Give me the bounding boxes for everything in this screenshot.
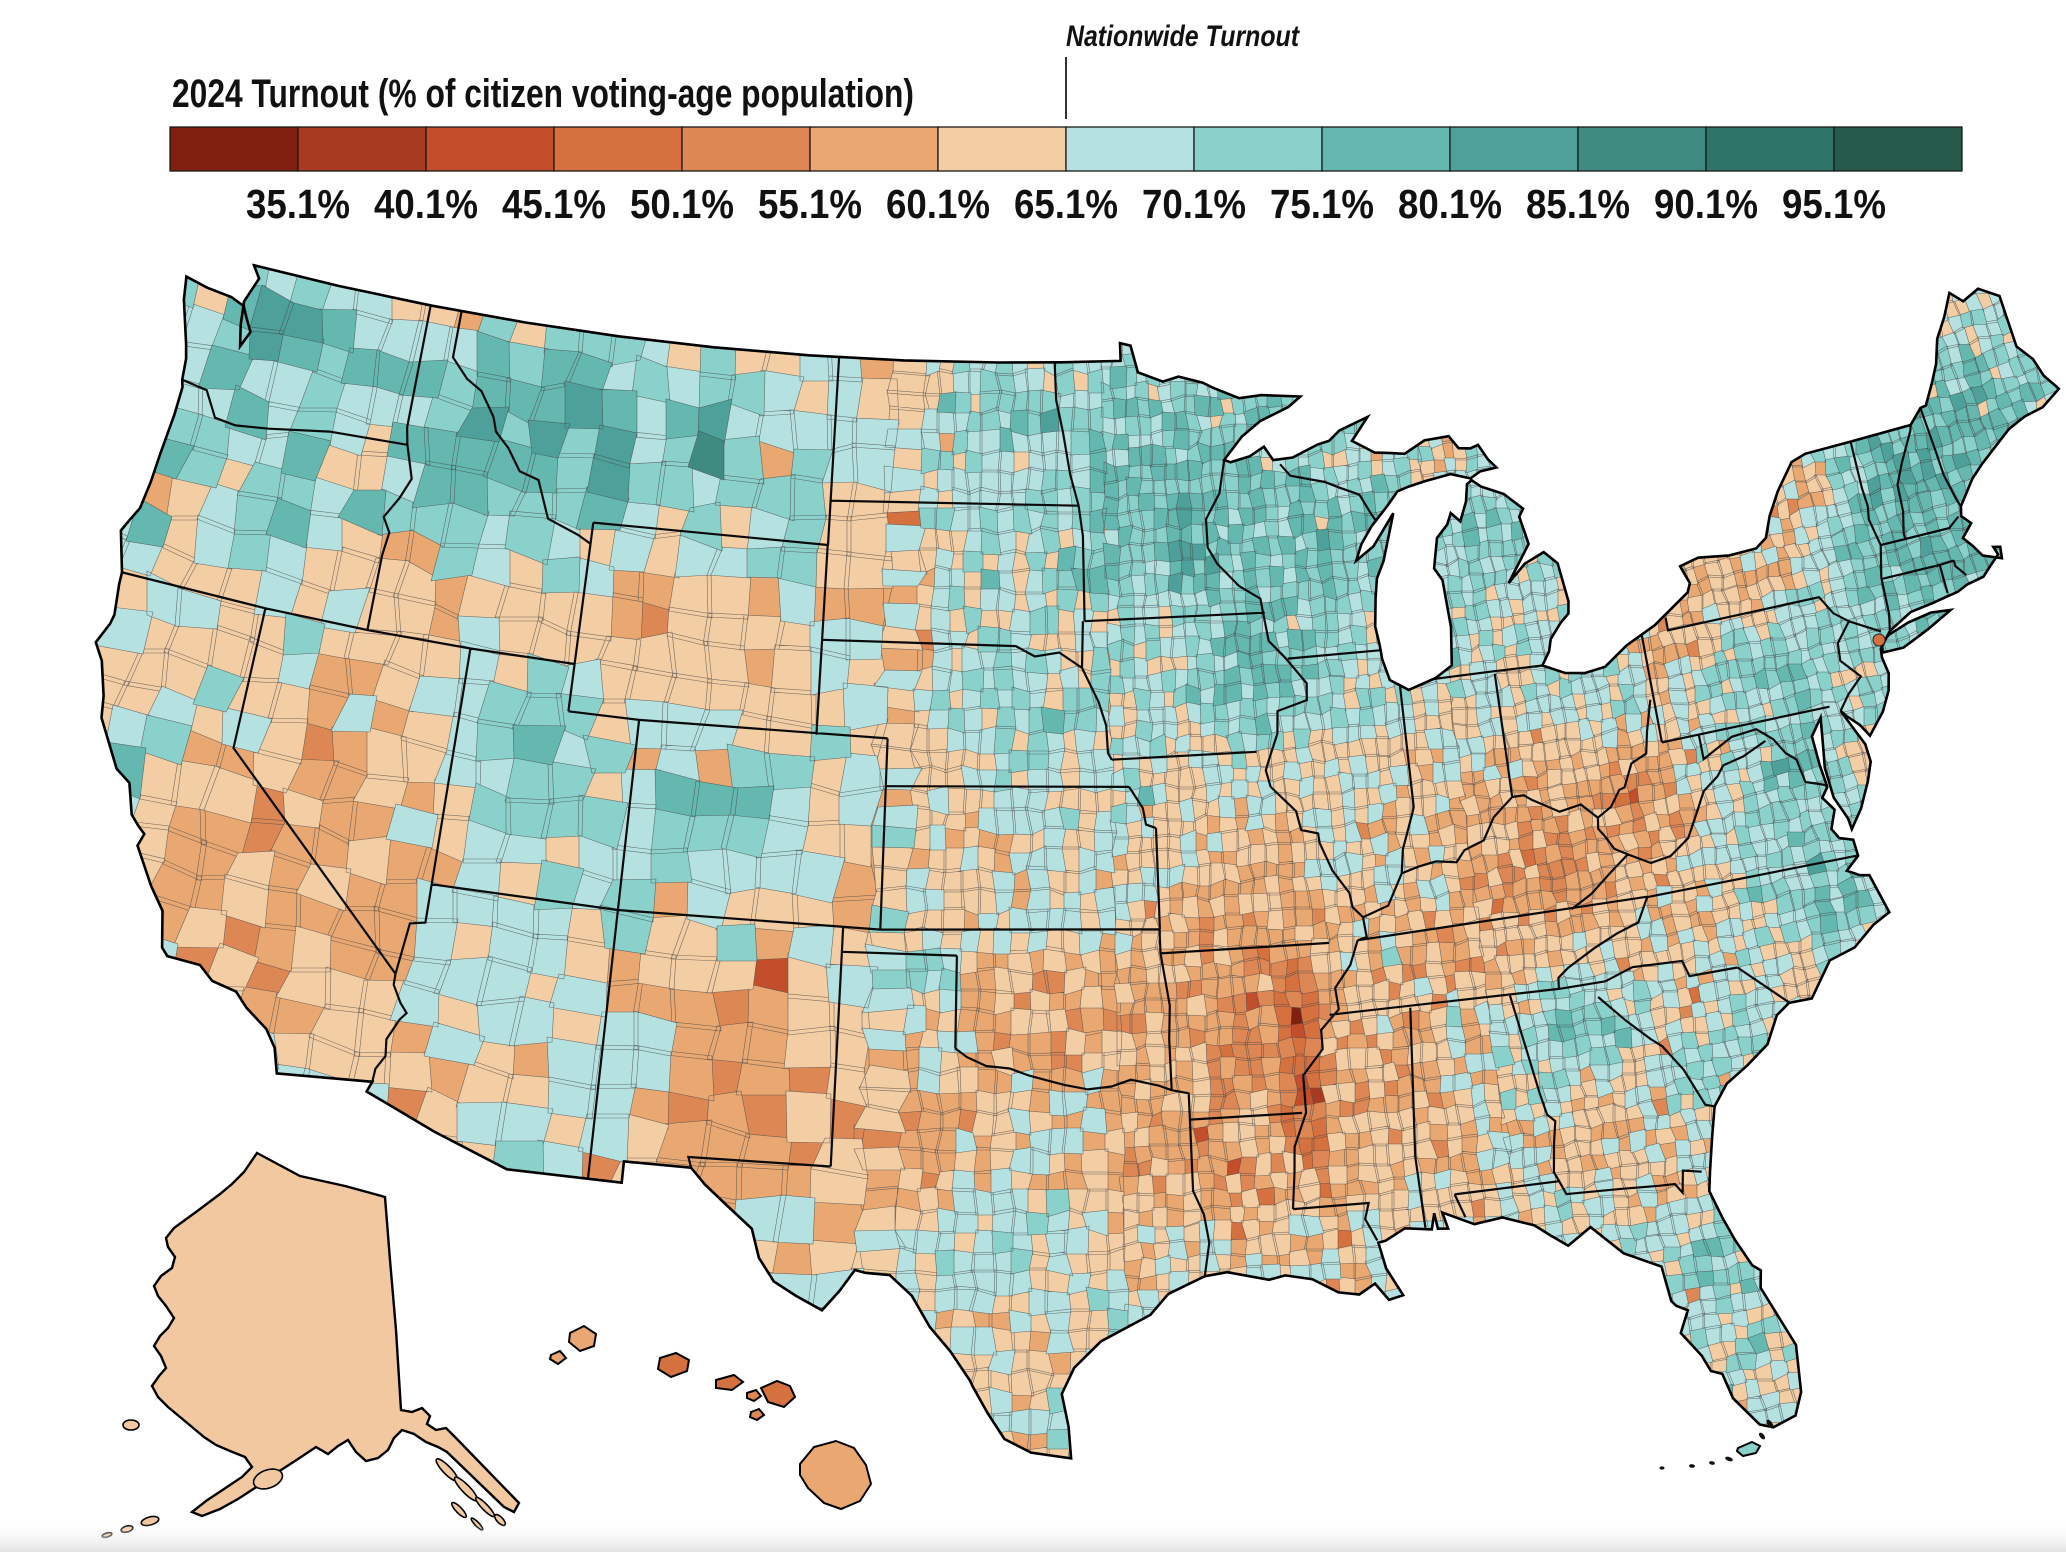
svg-text:90.1%: 90.1% (1654, 181, 1758, 227)
svg-text:80.1%: 80.1% (1398, 181, 1502, 227)
svg-text:2024 Turnout (% of citizen vot: 2024 Turnout (% of citizen voting-age po… (172, 72, 914, 116)
svg-text:75.1%: 75.1% (1270, 181, 1374, 227)
svg-text:60.1%: 60.1% (886, 181, 990, 227)
svg-text:40.1%: 40.1% (374, 181, 478, 227)
svg-text:45.1%: 45.1% (502, 181, 606, 227)
svg-text:85.1%: 85.1% (1526, 181, 1630, 227)
svg-text:70.1%: 70.1% (1142, 181, 1246, 227)
svg-text:50.1%: 50.1% (630, 181, 734, 227)
svg-text:65.1%: 65.1% (1014, 181, 1118, 227)
svg-text:35.1%: 35.1% (246, 181, 350, 227)
svg-text:Nationwide Turnout: Nationwide Turnout (1066, 20, 1301, 53)
svg-text:95.1%: 95.1% (1782, 181, 1886, 227)
svg-text:55.1%: 55.1% (758, 181, 862, 227)
